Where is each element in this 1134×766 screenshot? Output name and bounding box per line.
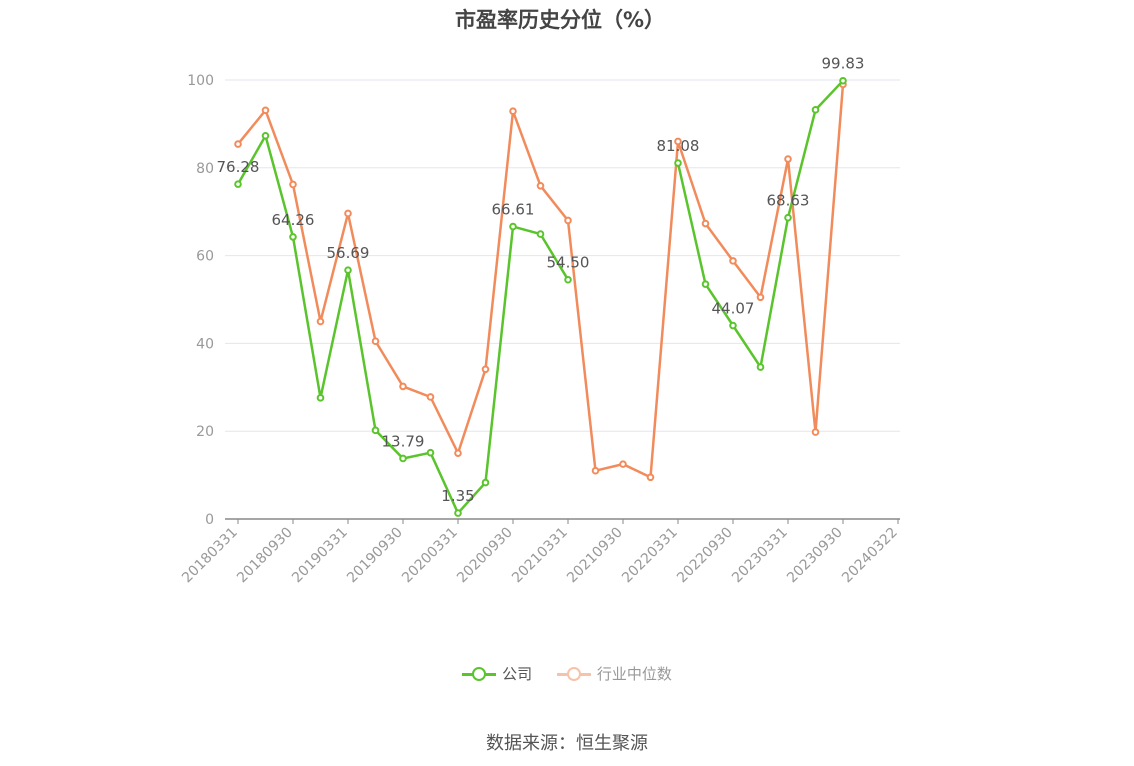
x-tick-label: 20210930	[564, 525, 626, 587]
data-point[interactable]	[509, 107, 517, 115]
data-point[interactable]	[811, 106, 820, 114]
data-point[interactable]	[784, 213, 792, 222]
x-tick-label: 20180331	[179, 525, 241, 587]
x-tick-label: 20230331	[729, 525, 791, 587]
x-tick-label: 20200930	[454, 525, 516, 587]
data-point[interactable]	[756, 363, 765, 371]
x-tick-label: 20190331	[289, 525, 351, 587]
data-point[interactable]	[261, 131, 270, 140]
data-point[interactable]	[701, 280, 710, 288]
x-tick-label: 20220331	[619, 525, 681, 587]
data-point[interactable]	[234, 140, 242, 148]
legend-swatch-industry-median	[556, 666, 591, 681]
data-point[interactable]	[481, 365, 490, 374]
data-point[interactable]	[399, 454, 407, 463]
data-point[interactable]	[316, 317, 325, 326]
x-tick-label: 20230930	[784, 525, 846, 587]
data-label: 56.69	[327, 244, 370, 262]
data-point[interactable]	[536, 181, 545, 190]
data-label: 99.83	[822, 55, 865, 73]
data-label: 81.08	[657, 137, 700, 155]
legend-label-company: 公司	[502, 665, 533, 683]
y-tick-label: 0	[205, 512, 214, 528]
data-point[interactable]	[289, 233, 297, 241]
data-point[interactable]	[646, 473, 655, 482]
data-label: 54.50	[547, 254, 590, 272]
data-point[interactable]	[674, 159, 682, 167]
data-point[interactable]	[536, 230, 545, 238]
data-point[interactable]	[729, 257, 737, 265]
data-point[interactable]	[344, 209, 352, 218]
data-point[interactable]	[784, 155, 792, 163]
data-point[interactable]	[839, 76, 847, 85]
data-point[interactable]	[426, 393, 435, 401]
data-point[interactable]	[701, 219, 710, 228]
legend: 公司 行业中位数	[0, 663, 1134, 685]
x-tick-label: 20180930	[234, 525, 296, 587]
data-label: 13.79	[382, 432, 425, 450]
series-line	[237, 84, 845, 479]
data-labels: 76.28 64.26 56.69 13.79 1.35 66.61 54.50 81.08 4…	[217, 55, 865, 505]
y-tick-label: 40	[196, 336, 214, 352]
y-tick-label: 60	[196, 249, 214, 265]
x-tick-label: 20240322	[839, 525, 901, 587]
data-label: 1.35	[441, 487, 474, 505]
x-tick-label: 20210331	[509, 525, 571, 587]
series-layer	[234, 76, 847, 517]
data-point[interactable]	[564, 275, 572, 284]
y-axis: 0 20 40 60 80 100	[187, 73, 214, 528]
data-point[interactable]	[454, 449, 462, 457]
data-point[interactable]	[316, 394, 325, 402]
x-tick-label: 20220930	[674, 525, 736, 587]
data-point[interactable]	[454, 509, 462, 517]
x-tick-label: 20200331	[399, 525, 461, 587]
data-point[interactable]	[811, 428, 820, 436]
data-point[interactable]	[619, 460, 627, 468]
data-point[interactable]	[564, 216, 572, 225]
data-label: 76.28	[217, 158, 260, 176]
data-point[interactable]	[729, 321, 737, 330]
series-line	[236, 79, 844, 515]
y-tick-label: 80	[196, 161, 214, 177]
data-point[interactable]	[261, 106, 270, 115]
data-point[interactable]	[289, 180, 297, 189]
series-industry-median	[234, 80, 847, 482]
data-point[interactable]	[234, 180, 242, 188]
data-point[interactable]	[399, 382, 407, 391]
data-point[interactable]	[481, 478, 490, 487]
data-point[interactable]	[674, 137, 682, 146]
data-point[interactable]	[344, 266, 352, 274]
data-point[interactable]	[591, 466, 600, 475]
series-company	[234, 76, 847, 517]
legend-item-company[interactable]: 公司	[462, 663, 532, 684]
chart-title: 市盈率历史分位（%）	[454, 8, 666, 32]
y-tick-label: 100	[187, 73, 214, 89]
legend-item-industry-median[interactable]: 行业中位数	[556, 663, 672, 684]
data-point[interactable]	[509, 222, 517, 231]
data-label: 66.61	[492, 201, 535, 219]
data-point[interactable]	[426, 448, 435, 457]
data-label: 44.07	[712, 300, 755, 318]
x-tick-label: 20190930	[344, 525, 406, 587]
data-label: 64.26	[272, 211, 315, 229]
source-note: 数据来源：恒生聚源	[486, 733, 648, 754]
legend-swatch-company	[462, 666, 497, 681]
data-point[interactable]	[371, 426, 380, 435]
x-axis: 2018033120180930201903312019093020200331…	[179, 518, 901, 587]
legend-label-industry-median: 行业中位数	[596, 665, 672, 683]
data-point[interactable]	[371, 337, 380, 346]
data-point[interactable]	[756, 293, 765, 302]
data-label: 68.63	[767, 192, 810, 210]
y-tick-label: 20	[196, 424, 214, 440]
